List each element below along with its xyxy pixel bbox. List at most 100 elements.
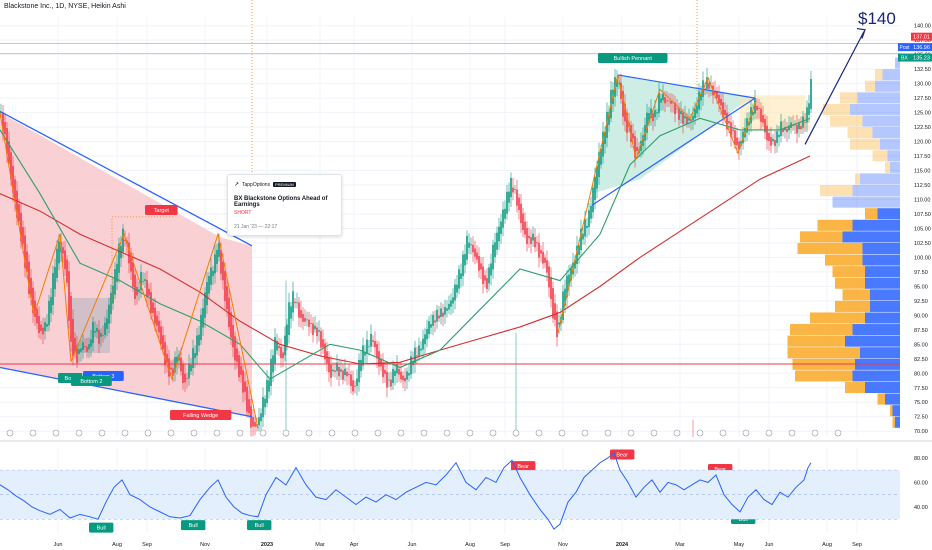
bullish-pennant-label: Bullish Pennant <box>614 56 653 62</box>
candle-body <box>282 352 284 359</box>
candle-body <box>36 308 38 324</box>
candle-body <box>696 105 698 114</box>
price-axis-label: 110.00 <box>914 197 930 203</box>
candle-body <box>590 205 592 219</box>
price-axis-label: 77.50 <box>914 386 928 392</box>
candle-body <box>118 243 120 273</box>
candle-body <box>444 307 446 315</box>
candle-body <box>510 177 512 198</box>
candle-body <box>248 399 250 414</box>
candle-body <box>634 136 636 158</box>
candle-body <box>422 338 424 350</box>
earnings-marker <box>627 429 635 437</box>
earnings-marker <box>788 429 796 437</box>
earnings-marker <box>696 429 704 437</box>
volume-profile-down-bar <box>830 115 863 127</box>
candle-body <box>438 315 440 319</box>
candle-body <box>520 203 522 224</box>
candle-body <box>584 219 586 237</box>
target-arrow-line <box>804 31 865 145</box>
candle-body <box>344 368 346 376</box>
volume-profile-down-bar <box>810 312 865 324</box>
candle-body <box>324 343 326 360</box>
candle-body <box>484 275 486 281</box>
candle-body <box>700 93 702 101</box>
candle-body <box>406 371 408 380</box>
earnings-marker <box>742 429 750 437</box>
candle-body <box>536 242 538 244</box>
candle-body <box>168 358 170 377</box>
candle-body <box>112 285 114 304</box>
price-axis-label: 115.00 <box>914 169 930 175</box>
candle-body <box>408 373 410 376</box>
candle-body <box>80 348 82 352</box>
candle-body <box>228 297 230 327</box>
candle-body <box>410 356 412 375</box>
volume-profile-up-bar <box>865 312 900 324</box>
volume-profile-down-bar <box>877 393 885 405</box>
candle-body <box>468 242 470 248</box>
candle-body <box>160 326 162 344</box>
price-axis-label: 87.50 <box>914 328 928 334</box>
volume-profile-up-bar <box>880 138 900 150</box>
target-arrow-head <box>856 27 866 39</box>
volume-profile-down-bar <box>797 242 863 255</box>
candle-body <box>32 287 34 314</box>
candle-body <box>342 370 344 380</box>
time-axis-label: 2024 <box>616 542 629 548</box>
candle-body <box>684 115 686 119</box>
candle-body <box>202 308 204 328</box>
candle-body <box>130 252 132 272</box>
candle-body <box>134 274 136 299</box>
volume-profile-down-bar <box>835 277 865 289</box>
candle-body <box>182 364 184 383</box>
candle-body <box>108 304 110 324</box>
candle-body <box>768 132 770 141</box>
candle-body <box>318 330 320 332</box>
candle-body <box>518 197 520 210</box>
candle-body <box>678 108 680 120</box>
candle-body <box>238 355 240 378</box>
volume-profile-up-bar <box>882 69 900 81</box>
earnings-marker <box>29 429 37 437</box>
candle-body <box>576 245 578 265</box>
chart-background <box>0 17 900 534</box>
consolidation-zone <box>740 95 810 130</box>
candle-body <box>778 134 780 138</box>
candle-body <box>448 303 450 310</box>
volume-profile-down-bar <box>865 208 878 220</box>
candle-body <box>246 386 248 412</box>
news-brand: TappOptions <box>242 182 271 188</box>
price-axis-label: 125.00 <box>914 111 931 117</box>
candle-body <box>116 263 118 282</box>
volume-profile-down-bar <box>820 185 853 197</box>
candle-body <box>370 333 372 347</box>
post-price-badge: 136.96 <box>913 45 930 51</box>
news-card[interactable]: ↗ TappOptions PREMIUM BX Blackstone Opti… <box>227 174 342 236</box>
candle-body <box>170 367 172 370</box>
candle-body <box>218 242 220 257</box>
candle-body <box>264 398 266 408</box>
candle-body <box>302 313 304 322</box>
time-axis-label: Sep <box>852 542 862 548</box>
candle-body <box>758 108 760 109</box>
candle-body <box>82 342 84 351</box>
candle-body <box>680 111 682 115</box>
price-axis-label: 102.50 <box>914 241 931 247</box>
candle-body <box>716 91 718 98</box>
volume-profile-down-bar <box>885 161 890 173</box>
time-axis-label: Aug <box>465 542 475 548</box>
candle-body <box>336 362 338 372</box>
candle-body <box>682 112 684 124</box>
candle-body <box>588 210 590 227</box>
candle-body <box>652 113 654 122</box>
earnings-marker <box>52 429 60 437</box>
candle-body <box>492 244 494 270</box>
volume-profile-down-bar <box>787 335 845 347</box>
candle-body <box>266 380 268 403</box>
volume-profile-up-bar <box>892 405 900 417</box>
candle-body <box>708 83 710 89</box>
time-axis-label: Nov <box>200 542 210 548</box>
last-price-badge: 135.23 <box>913 56 930 62</box>
volume-profile-up-bar <box>852 324 900 336</box>
